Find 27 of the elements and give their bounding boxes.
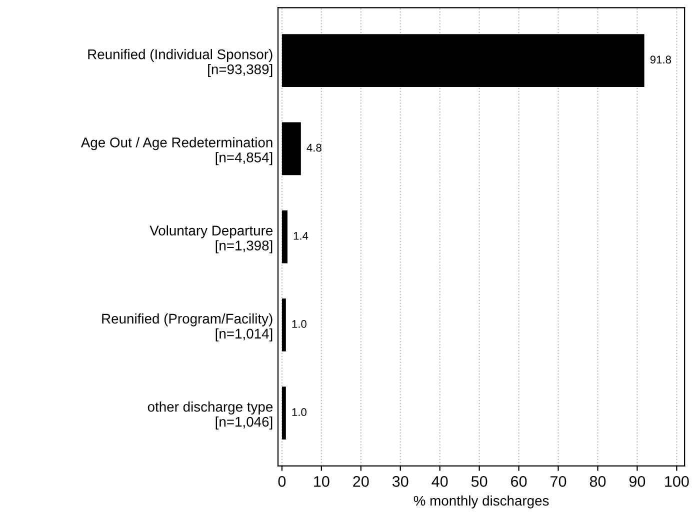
- data-label: 1.0: [292, 408, 306, 416]
- y-tick-label: Age Out / Age Redetermination [n=4,854]: [80, 137, 272, 166]
- x-tick-label: 50: [471, 476, 488, 487]
- data-label: 4.8: [306, 144, 322, 152]
- y-tick-label: Reunified (Program/Facility) [n=1,014]: [102, 313, 272, 342]
- x-tick-label: 90: [629, 476, 646, 487]
- x-tick-label: 70: [550, 476, 566, 487]
- x-tick-label: 80: [590, 476, 606, 487]
- y-tick-label: Voluntary Departure [n=1,398]: [150, 225, 273, 254]
- y-tick-label: other discharge type [n=1,046]: [148, 402, 273, 430]
- x-tick-label: 30: [392, 476, 408, 487]
- data-label: 91.8: [650, 56, 672, 64]
- x-tick-label: 20: [353, 476, 369, 487]
- bar: [282, 210, 288, 264]
- y-tick-label: Reunified (Individual Sponsor) [n=93,389]: [88, 49, 272, 77]
- x-tick-label: 60: [511, 476, 527, 487]
- bar: [282, 298, 286, 352]
- x-axis-title: % monthly discharges: [414, 495, 549, 508]
- x-tick-label: 40: [432, 476, 448, 487]
- data-label: 1.4: [294, 232, 308, 240]
- bar: [282, 386, 286, 440]
- data-label: 1.0: [292, 320, 306, 328]
- x-tick-label: 0: [278, 476, 286, 487]
- bar: [282, 122, 301, 176]
- x-tick-label: 10: [314, 476, 330, 487]
- bar: [282, 34, 644, 87]
- x-tick-label: 100: [665, 476, 689, 487]
